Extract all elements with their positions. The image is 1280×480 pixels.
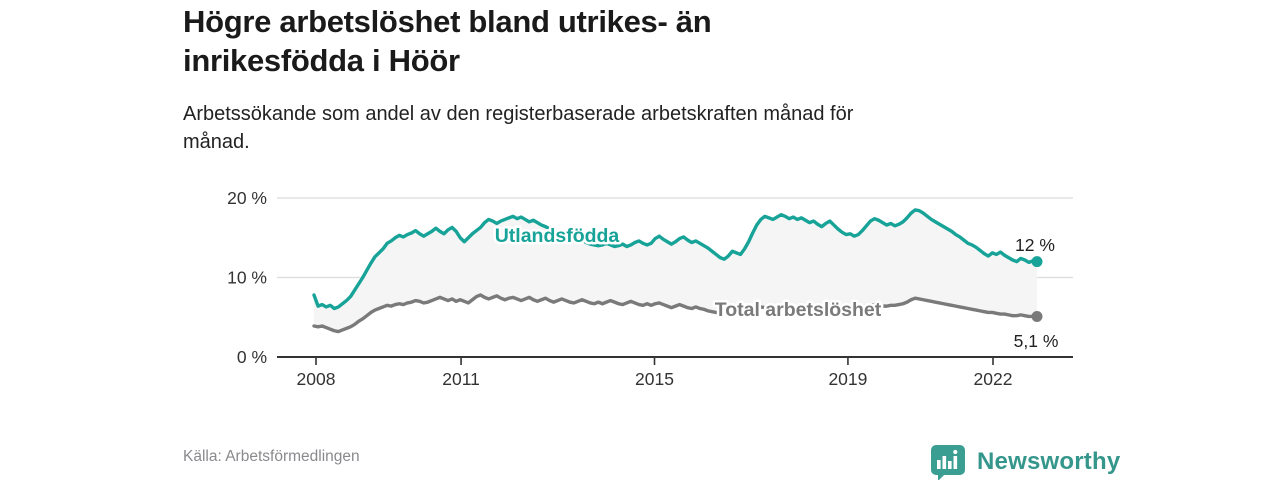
series-line-0 (312, 208, 1039, 311)
series-end-dot-0 (1031, 256, 1043, 268)
series-label-1: Total arbetslöshet (715, 299, 882, 321)
x-tick-label-2019: 2019 (828, 369, 867, 389)
subtitle-line-1: Arbetssökande som andel av den registerb… (183, 103, 854, 125)
chart-subtitle: Arbetssökande som andel av den registerb… (183, 100, 853, 156)
x-tick-label-2011: 2011 (442, 369, 480, 389)
y-tick-label: 20 % (227, 188, 267, 208)
bar-chart-bubble-icon (931, 445, 965, 480)
series-end-dot-1 (1031, 310, 1043, 322)
brand-name: Newsworthy (977, 448, 1121, 475)
series-label-0: Utlandsfödda (495, 225, 620, 247)
y-tick-label: 0 % (237, 347, 267, 367)
x-tick-label-2015: 2015 (635, 369, 674, 389)
title-line-2: inrikesfödda i Höör (183, 43, 460, 78)
subtitle-line-2: månad. (183, 131, 250, 153)
end-value-label-1: 5,1 % (1014, 331, 1059, 351)
y-tick-label: 10 % (227, 268, 267, 288)
series-line-1 (312, 293, 1039, 334)
gap-band-fill (314, 209, 1037, 332)
newsworthy-logo: Newsworthy (929, 443, 1120, 480)
source-note: Källa: Arbetsförmedlingen (183, 448, 360, 465)
end-value-label-0: 12 % (1015, 235, 1055, 255)
page-title: Högre arbetslöshet bland utrikes- än inri… (183, 2, 712, 80)
x-tick-label-2008: 2008 (297, 369, 336, 389)
title-line-1: Högre arbetslöshet bland utrikes- än (183, 4, 712, 39)
x-tick-label-2022: 2022 (974, 369, 1013, 389)
